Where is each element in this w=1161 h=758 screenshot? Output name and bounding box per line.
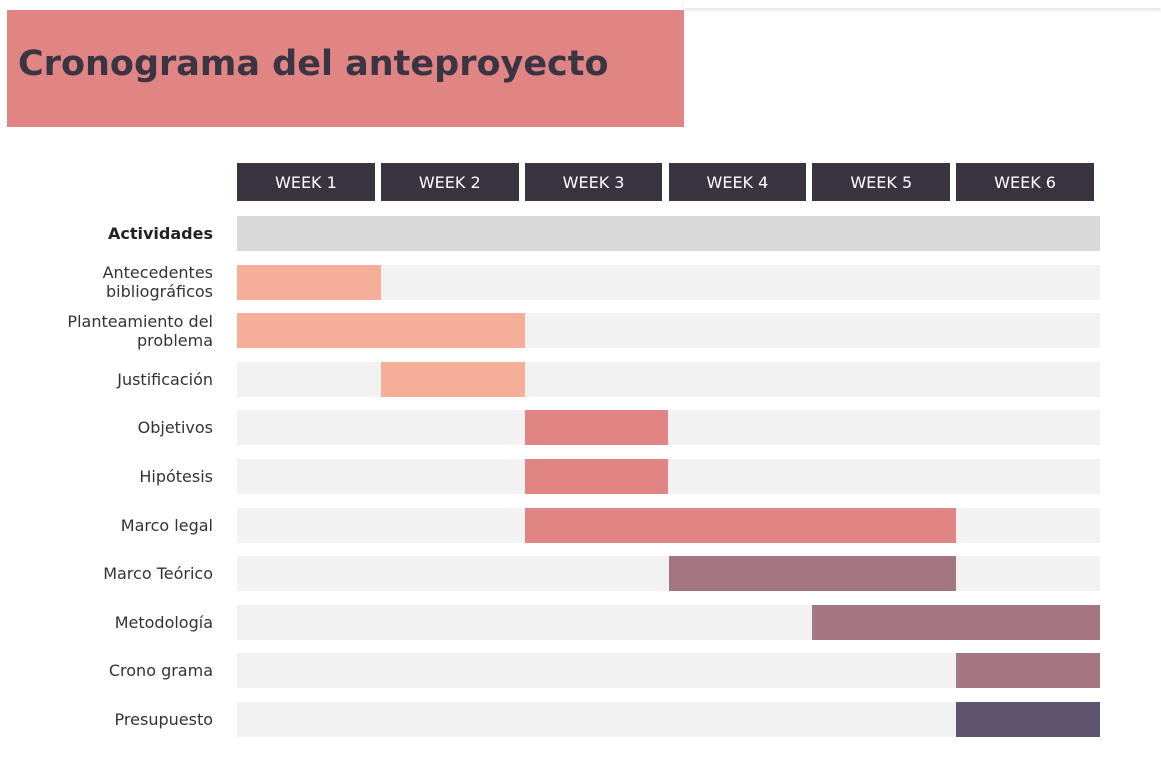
week-header: WEEK 1 — [237, 163, 375, 201]
task-bar — [956, 702, 1100, 737]
task-label: Justificación — [117, 369, 213, 389]
row-background — [237, 459, 1100, 494]
task-bar — [237, 264, 381, 300]
task-bar — [524, 459, 669, 494]
task-bar — [524, 410, 669, 446]
task-bar — [524, 507, 957, 543]
task-label: Metodología — [114, 612, 213, 632]
task-label: Antecedentes bibliográficos — [102, 263, 213, 302]
task-label: Crono grama — [108, 661, 213, 681]
week-header: WEEK 4 — [668, 163, 807, 201]
task-label: Marco legal — [120, 515, 213, 535]
task-label: Marco Teórico — [103, 564, 213, 584]
task-label: Presupuesto — [114, 710, 213, 729]
chart-title: Cronograma del anteproyecto — [18, 44, 609, 84]
task-bar — [380, 361, 525, 397]
week-header: WEEK 6 — [956, 163, 1094, 201]
task-bar — [956, 653, 1100, 689]
week-header: WEEK 2 — [380, 163, 519, 201]
header-row — [237, 216, 1100, 251]
task-bar — [237, 313, 525, 349]
week-header: WEEK 5 — [812, 163, 951, 201]
task-label: Objetivos — [137, 418, 213, 438]
top-shadow — [684, 0, 1161, 8]
task-bar — [668, 556, 957, 592]
task-label: Hipótesis — [139, 467, 213, 486]
row-background — [237, 361, 1100, 397]
row-header: Actividades — [108, 224, 213, 243]
task-label: Planteamiento del problema — [67, 311, 213, 350]
title-band — [7, 10, 684, 127]
task-bar — [812, 604, 1100, 640]
week-header: WEEK 3 — [524, 163, 663, 201]
row-background — [237, 264, 1100, 300]
row-background — [237, 410, 1100, 446]
